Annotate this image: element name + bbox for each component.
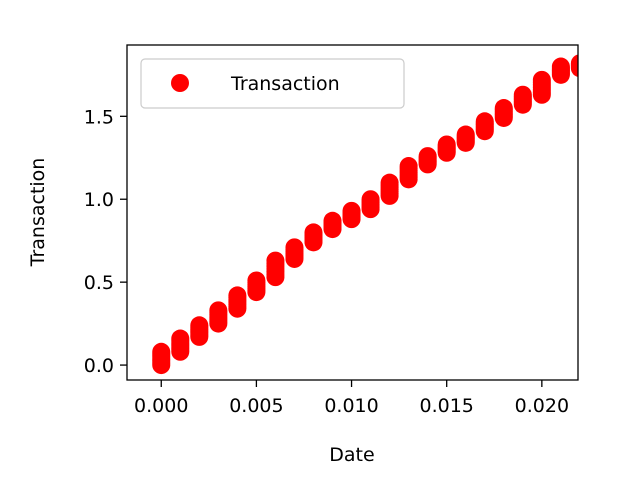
legend-marker-transaction [171, 74, 189, 92]
data-point [513, 85, 532, 104]
data-point [171, 329, 190, 348]
x-axis-label: Date [329, 444, 374, 466]
legend-entry-transaction: Transaction [230, 73, 340, 95]
plot-frame [126, 44, 579, 381]
y-tick-label: 0.0 [84, 355, 114, 377]
data-point [399, 157, 418, 176]
x-tick-label: 0.015 [419, 395, 473, 417]
data-point [437, 135, 456, 154]
data-point [475, 112, 494, 131]
data-point [418, 147, 437, 166]
x-tick-label: 0.020 [515, 395, 569, 417]
data-point [266, 251, 285, 270]
data-point [494, 99, 513, 118]
data-point [342, 201, 361, 220]
data-point [323, 211, 342, 230]
x-tick-label: 0.000 [134, 395, 188, 417]
data-point [285, 238, 304, 257]
x-tick-label: 0.005 [229, 395, 283, 417]
data-point [570, 54, 578, 73]
data-point [304, 223, 323, 242]
y-axis-ticks: 0.0 0.5 1.0 1.5 [84, 106, 127, 377]
data-point [209, 301, 228, 320]
data-point [228, 286, 247, 305]
data-point [361, 190, 380, 209]
legend: Transaction [140, 58, 405, 109]
data-point [456, 125, 475, 144]
data-point [190, 316, 209, 335]
data-point [380, 173, 399, 192]
data-point [551, 57, 570, 76]
legend-box [140, 58, 405, 109]
y-tick-label: 1.0 [84, 189, 114, 211]
data-point [247, 271, 266, 290]
x-axis-ticks: 0.000 0.005 0.010 0.015 0.020 [134, 380, 569, 417]
data-point [152, 342, 171, 361]
x-tick-label: 0.010 [324, 395, 378, 417]
y-tick-label: 1.5 [84, 106, 114, 128]
data-points [152, 54, 578, 375]
y-tick-label: 0.5 [84, 272, 114, 294]
data-point [532, 70, 551, 89]
y-axis-label: Transaction [27, 158, 49, 268]
